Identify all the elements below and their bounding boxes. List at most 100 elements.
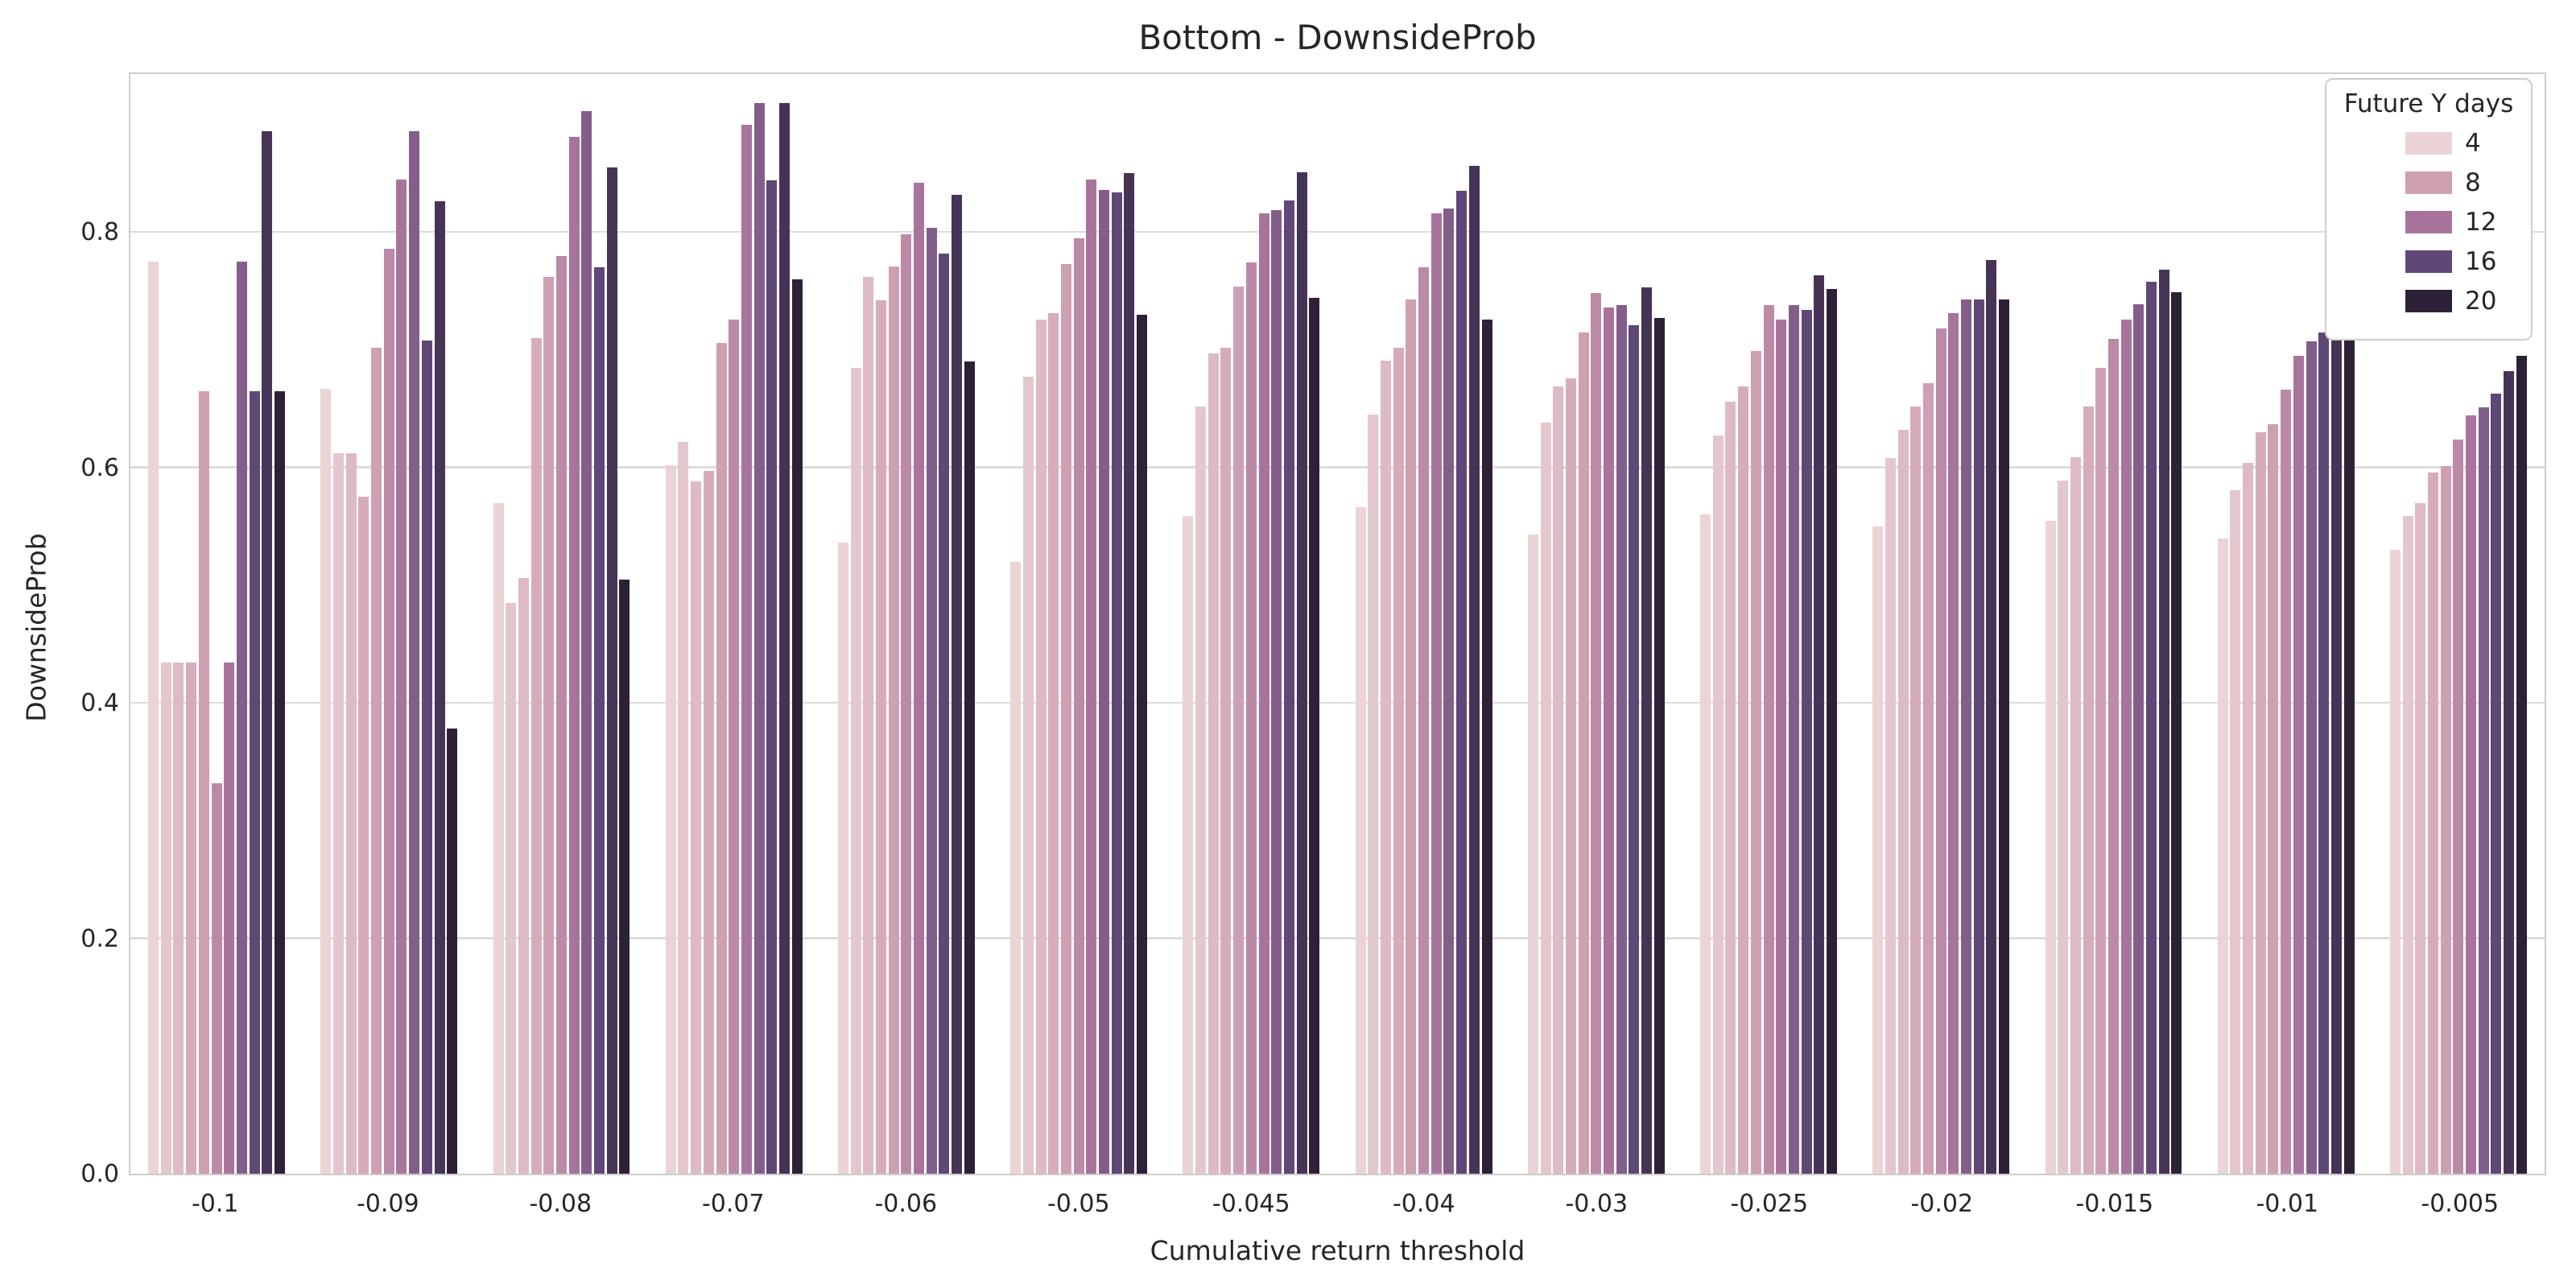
bar--0.045-day18: [1296, 171, 1307, 1174]
bar--0.02-day4: [1872, 526, 1884, 1174]
x-tick-label: -0.02: [1910, 1190, 1974, 1218]
bar--0.015-day18: [2158, 270, 2169, 1174]
bar--0.06-day10: [901, 234, 912, 1174]
bar--0.08-day12: [568, 136, 580, 1174]
bar--0.03-day20: [1653, 318, 1665, 1174]
y-tick-label: 0.6: [80, 453, 119, 482]
bar--0.04-day4: [1355, 507, 1366, 1174]
bar--0.025-day18: [1814, 275, 1825, 1174]
bar-row: [2045, 74, 2182, 1174]
bar--0.06-day6: [863, 276, 874, 1174]
bar--0.025-day5: [1712, 436, 1724, 1174]
bar--0.005-day7: [2428, 472, 2439, 1174]
bar--0.045-day14: [1271, 209, 1282, 1174]
bar--0.04-day10: [1418, 267, 1430, 1174]
bar--0.03-day18: [1641, 287, 1653, 1174]
bar--0.06-day8: [888, 266, 899, 1174]
bar--0.05-day4: [1010, 561, 1022, 1174]
bar--0.04-day5: [1368, 414, 1379, 1174]
chart-title: Bottom - DownsideProb: [1138, 18, 1537, 57]
bar-group--0.06: [820, 74, 993, 1174]
bar-row: [320, 74, 458, 1174]
legend-title: Future Y days: [2343, 89, 2514, 118]
legend-swatch-icon: [2405, 250, 2452, 273]
bar-group--0.07: [648, 74, 820, 1174]
bar--0.04-day18: [1468, 166, 1480, 1174]
bar--0.02-day10: [1935, 328, 1946, 1174]
x-tick-label: -0.09: [356, 1190, 419, 1218]
bar--0.025-day6: [1725, 401, 1736, 1174]
bar--0.015-day6: [2070, 456, 2081, 1174]
bar--0.03-day14: [1616, 305, 1627, 1174]
bar--0.08-day10: [555, 255, 567, 1174]
bar--0.05-day20: [1137, 314, 1148, 1174]
bar--0.03-day16: [1629, 324, 1640, 1174]
bar--0.03-day4: [1527, 535, 1538, 1174]
bar--0.09-day14: [409, 130, 420, 1174]
bar--0.01-day20: [2343, 303, 2355, 1174]
bar--0.07-day10: [729, 319, 740, 1174]
bar--0.1-day4: [148, 261, 159, 1174]
bar--0.04-day8: [1406, 299, 1417, 1174]
bar--0.005-day16: [2491, 393, 2502, 1174]
bar--0.005-day14: [2478, 407, 2489, 1174]
bar--0.025-day16: [1801, 309, 1812, 1174]
bar--0.025-day4: [1700, 514, 1711, 1174]
bar--0.015-day20: [2171, 291, 2182, 1174]
bar--0.025-day12: [1776, 319, 1787, 1174]
legend-item-16: 16: [2341, 247, 2516, 276]
bar--0.045-day6: [1208, 353, 1219, 1174]
bar--0.1-day16: [249, 390, 260, 1174]
bar--0.09-day7: [358, 497, 369, 1174]
bar--0.06-day7: [876, 300, 887, 1174]
bar--0.04-day12: [1430, 213, 1442, 1174]
legend-label: 8: [2465, 168, 2481, 197]
bar--0.09-day18: [434, 201, 445, 1174]
bar--0.08-day8: [543, 276, 555, 1174]
legend-label: 12: [2465, 208, 2497, 237]
bar--0.05-day5: [1022, 377, 1034, 1174]
bar--0.06-day18: [952, 194, 963, 1174]
x-tick-label: -0.05: [1046, 1190, 1110, 1218]
bar--0.05-day6: [1035, 319, 1046, 1174]
bar--0.05-day10: [1073, 237, 1084, 1174]
bar-group--0.03: [1510, 74, 1682, 1174]
bar-row: [837, 74, 975, 1174]
bar--0.015-day12: [2120, 319, 2132, 1174]
bar--0.1-day10: [211, 782, 222, 1174]
bar--0.015-day7: [2083, 406, 2094, 1174]
bar--0.04-day6: [1381, 360, 1392, 1174]
legend-item-20: 20: [2341, 287, 2516, 316]
bar--0.025-day20: [1826, 288, 1837, 1174]
bar--0.015-day8: [2095, 367, 2107, 1174]
bar--0.01-day14: [2306, 341, 2317, 1174]
bar--0.05-day16: [1111, 192, 1122, 1174]
x-axis-label: Cumulative return threshold: [1150, 1235, 1525, 1266]
bar--0.07-day7: [703, 471, 714, 1174]
bar-row: [1183, 74, 1320, 1174]
bar--0.01-day10: [2281, 390, 2292, 1174]
bar--0.01-day7: [2255, 431, 2266, 1174]
bar--0.09-day5: [333, 453, 345, 1174]
gridline: [130, 230, 2545, 233]
bar--0.08-day5: [506, 602, 517, 1174]
bar--0.1-day7: [186, 663, 197, 1174]
bar--0.07-day16: [766, 180, 778, 1174]
legend-swatch-icon: [2405, 171, 2452, 194]
y-tick-label: 0.4: [80, 689, 119, 718]
bar--0.04-day7: [1393, 347, 1404, 1174]
bar-row: [1010, 74, 1148, 1174]
bar--0.045-day20: [1309, 298, 1320, 1174]
bar--0.01-day6: [2243, 462, 2254, 1174]
bar--0.02-day18: [1986, 260, 1997, 1174]
legend-item-8: 8: [2341, 168, 2516, 197]
bar--0.04-day16: [1456, 191, 1468, 1174]
bar--0.1-day5: [160, 663, 171, 1174]
bar--0.07-day20: [791, 279, 803, 1174]
bar--0.045-day16: [1283, 200, 1294, 1174]
legend-label: 16: [2465, 247, 2497, 276]
bar--0.09-day8: [371, 347, 382, 1174]
bar-groups: [130, 74, 2545, 1174]
bar-group--0.015: [2027, 74, 2199, 1174]
bar--0.025-day8: [1750, 351, 1761, 1174]
